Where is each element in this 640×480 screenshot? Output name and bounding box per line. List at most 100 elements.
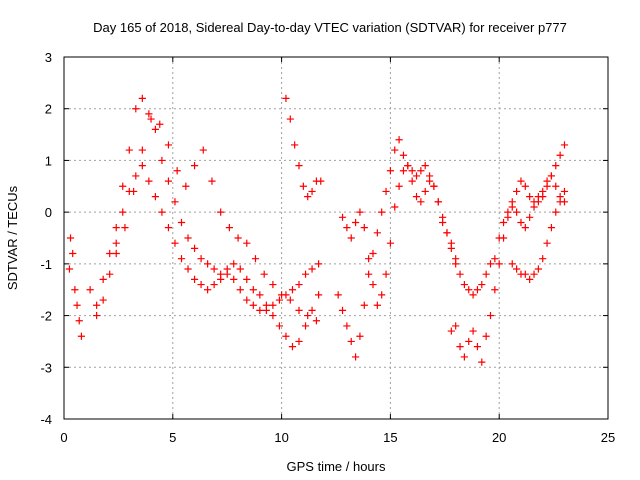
data-point xyxy=(365,255,373,263)
data-point xyxy=(171,239,179,247)
data-point xyxy=(291,141,299,149)
data-point xyxy=(301,322,310,330)
data-point xyxy=(230,260,238,268)
data-point xyxy=(560,141,569,149)
data-point xyxy=(112,224,120,232)
data-point xyxy=(369,249,377,258)
data-point xyxy=(86,286,94,294)
data-point xyxy=(106,249,114,258)
data-point xyxy=(508,260,516,268)
data-point xyxy=(184,234,192,242)
data-point xyxy=(465,337,473,346)
data-point xyxy=(256,291,264,299)
data-point xyxy=(421,187,429,196)
data-point xyxy=(286,296,294,304)
data-point xyxy=(513,187,521,196)
data-point xyxy=(534,265,542,273)
data-point xyxy=(304,311,312,320)
data-point xyxy=(452,322,460,330)
data-point xyxy=(236,265,244,273)
y-tick-label: -3 xyxy=(40,360,52,375)
data-point xyxy=(521,270,529,278)
data-point xyxy=(93,311,101,320)
data-point xyxy=(314,260,323,268)
data-point xyxy=(534,193,542,201)
data-point xyxy=(314,291,323,299)
data-point xyxy=(386,239,394,247)
grid xyxy=(64,57,608,419)
data-point xyxy=(132,105,140,113)
data-point xyxy=(77,332,86,340)
data-point xyxy=(530,270,538,278)
x-tick-label: 25 xyxy=(601,430,615,445)
data-point xyxy=(99,275,107,283)
data-point xyxy=(378,291,386,299)
y-tick-label: -2 xyxy=(40,309,52,324)
data-point xyxy=(486,260,495,268)
data-point xyxy=(145,110,153,118)
y-tick-label: 1 xyxy=(45,153,52,168)
data-point xyxy=(299,182,307,190)
data-point xyxy=(543,177,551,185)
data-point xyxy=(288,286,297,294)
data-point xyxy=(386,167,394,175)
x-tick-label: 15 xyxy=(383,430,397,445)
data-point xyxy=(460,353,468,361)
data-point xyxy=(486,311,495,320)
data-point xyxy=(251,255,260,263)
data-point xyxy=(275,322,284,330)
data-point xyxy=(73,301,81,309)
data-point xyxy=(347,337,355,346)
data-point xyxy=(478,358,486,366)
data-point xyxy=(190,244,199,252)
y-tick-label: 2 xyxy=(45,102,52,117)
data-point xyxy=(164,224,173,232)
data-point xyxy=(539,255,547,263)
data-point xyxy=(217,208,225,216)
data-point xyxy=(173,167,181,175)
data-point xyxy=(556,151,564,159)
data-point xyxy=(434,198,442,206)
data-point xyxy=(151,193,159,201)
data-point xyxy=(338,213,347,221)
data-point xyxy=(260,270,268,278)
data-point xyxy=(365,270,373,278)
data-point xyxy=(412,193,421,201)
data-point xyxy=(308,306,316,314)
data-point xyxy=(190,275,199,283)
data-point xyxy=(295,306,303,314)
data-point xyxy=(495,260,503,268)
data-point xyxy=(177,218,186,227)
axis-ticks: -4 -3 -2 -1 0 1 2 3 0 5 10 15 20 25 xyxy=(40,50,615,445)
data-point xyxy=(539,187,547,196)
data-point xyxy=(204,286,212,294)
y-tick-label: 3 xyxy=(45,50,52,65)
data-point xyxy=(456,270,464,278)
data-point xyxy=(425,177,434,185)
x-tick-label: 20 xyxy=(492,430,506,445)
data-point xyxy=(369,280,377,289)
data-point xyxy=(171,198,179,206)
data-point xyxy=(295,337,303,346)
data-point xyxy=(99,296,107,304)
data-point xyxy=(417,198,425,206)
data-point xyxy=(112,239,120,247)
data-point xyxy=(456,343,464,351)
data-point xyxy=(469,291,477,299)
data-point xyxy=(360,301,368,309)
data-point xyxy=(132,172,140,180)
data-point xyxy=(278,291,286,299)
data-point xyxy=(204,260,212,268)
data-point xyxy=(382,187,390,196)
data-point xyxy=(447,239,455,247)
data-point xyxy=(190,162,199,170)
data-point xyxy=(308,265,316,273)
data-point xyxy=(236,286,244,294)
data-point xyxy=(282,332,290,340)
y-tick-label: -1 xyxy=(40,257,52,272)
data-point xyxy=(138,146,146,154)
x-tick-label: 5 xyxy=(169,430,176,445)
data-point xyxy=(547,172,556,180)
x-axis-label: GPS time / hours xyxy=(287,459,386,474)
